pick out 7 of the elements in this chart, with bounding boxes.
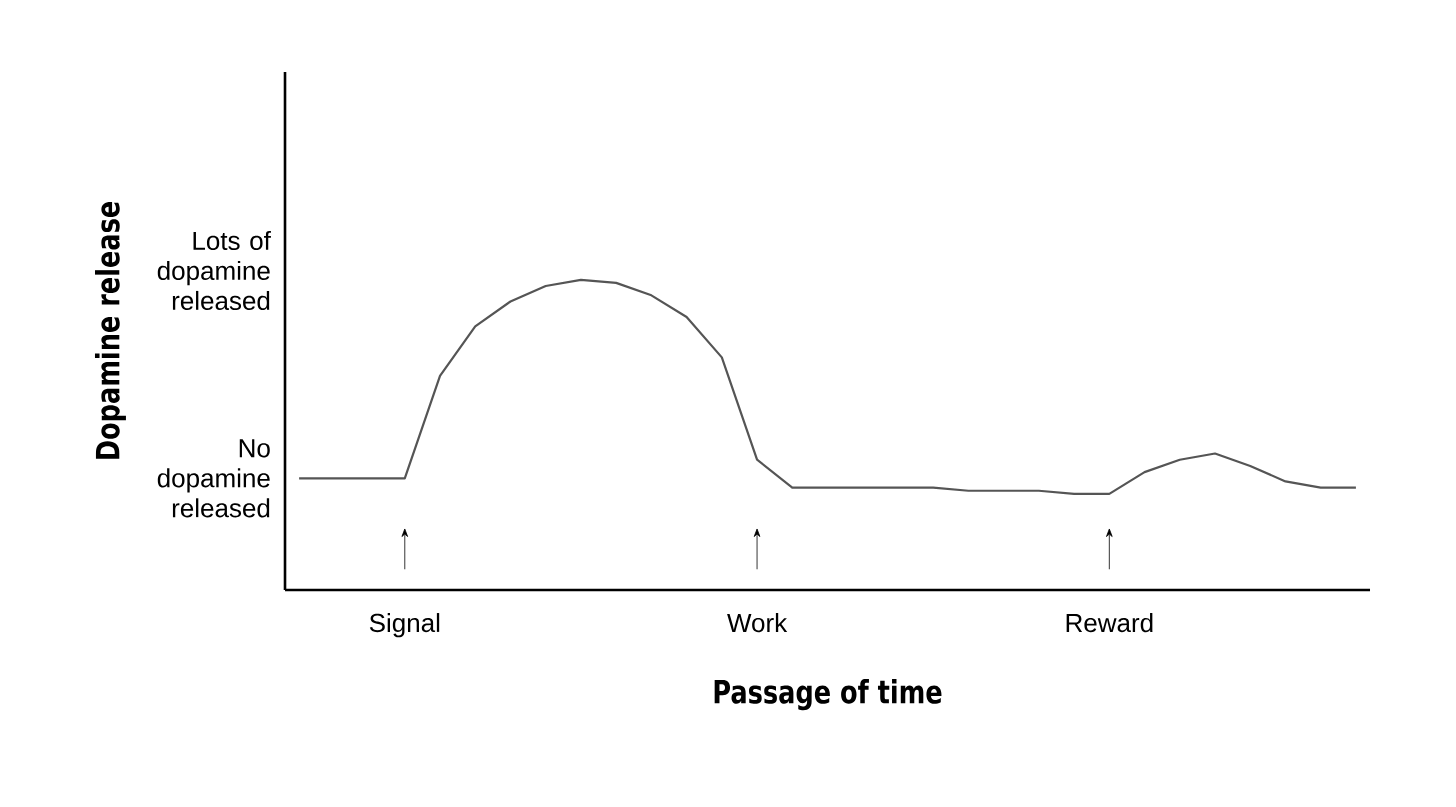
x-tick-label: Reward — [1066, 613, 1153, 633]
x-tick-label: Work — [727, 613, 788, 633]
text: No dopamine released — [157, 439, 270, 518]
x-axis-title: Passage of time — [714, 679, 942, 711]
text: Lots of dopamine released — [157, 230, 271, 311]
x-tick-label: Signal — [369, 613, 440, 638]
y-axis-title: Dopamine release — [94, 202, 126, 459]
